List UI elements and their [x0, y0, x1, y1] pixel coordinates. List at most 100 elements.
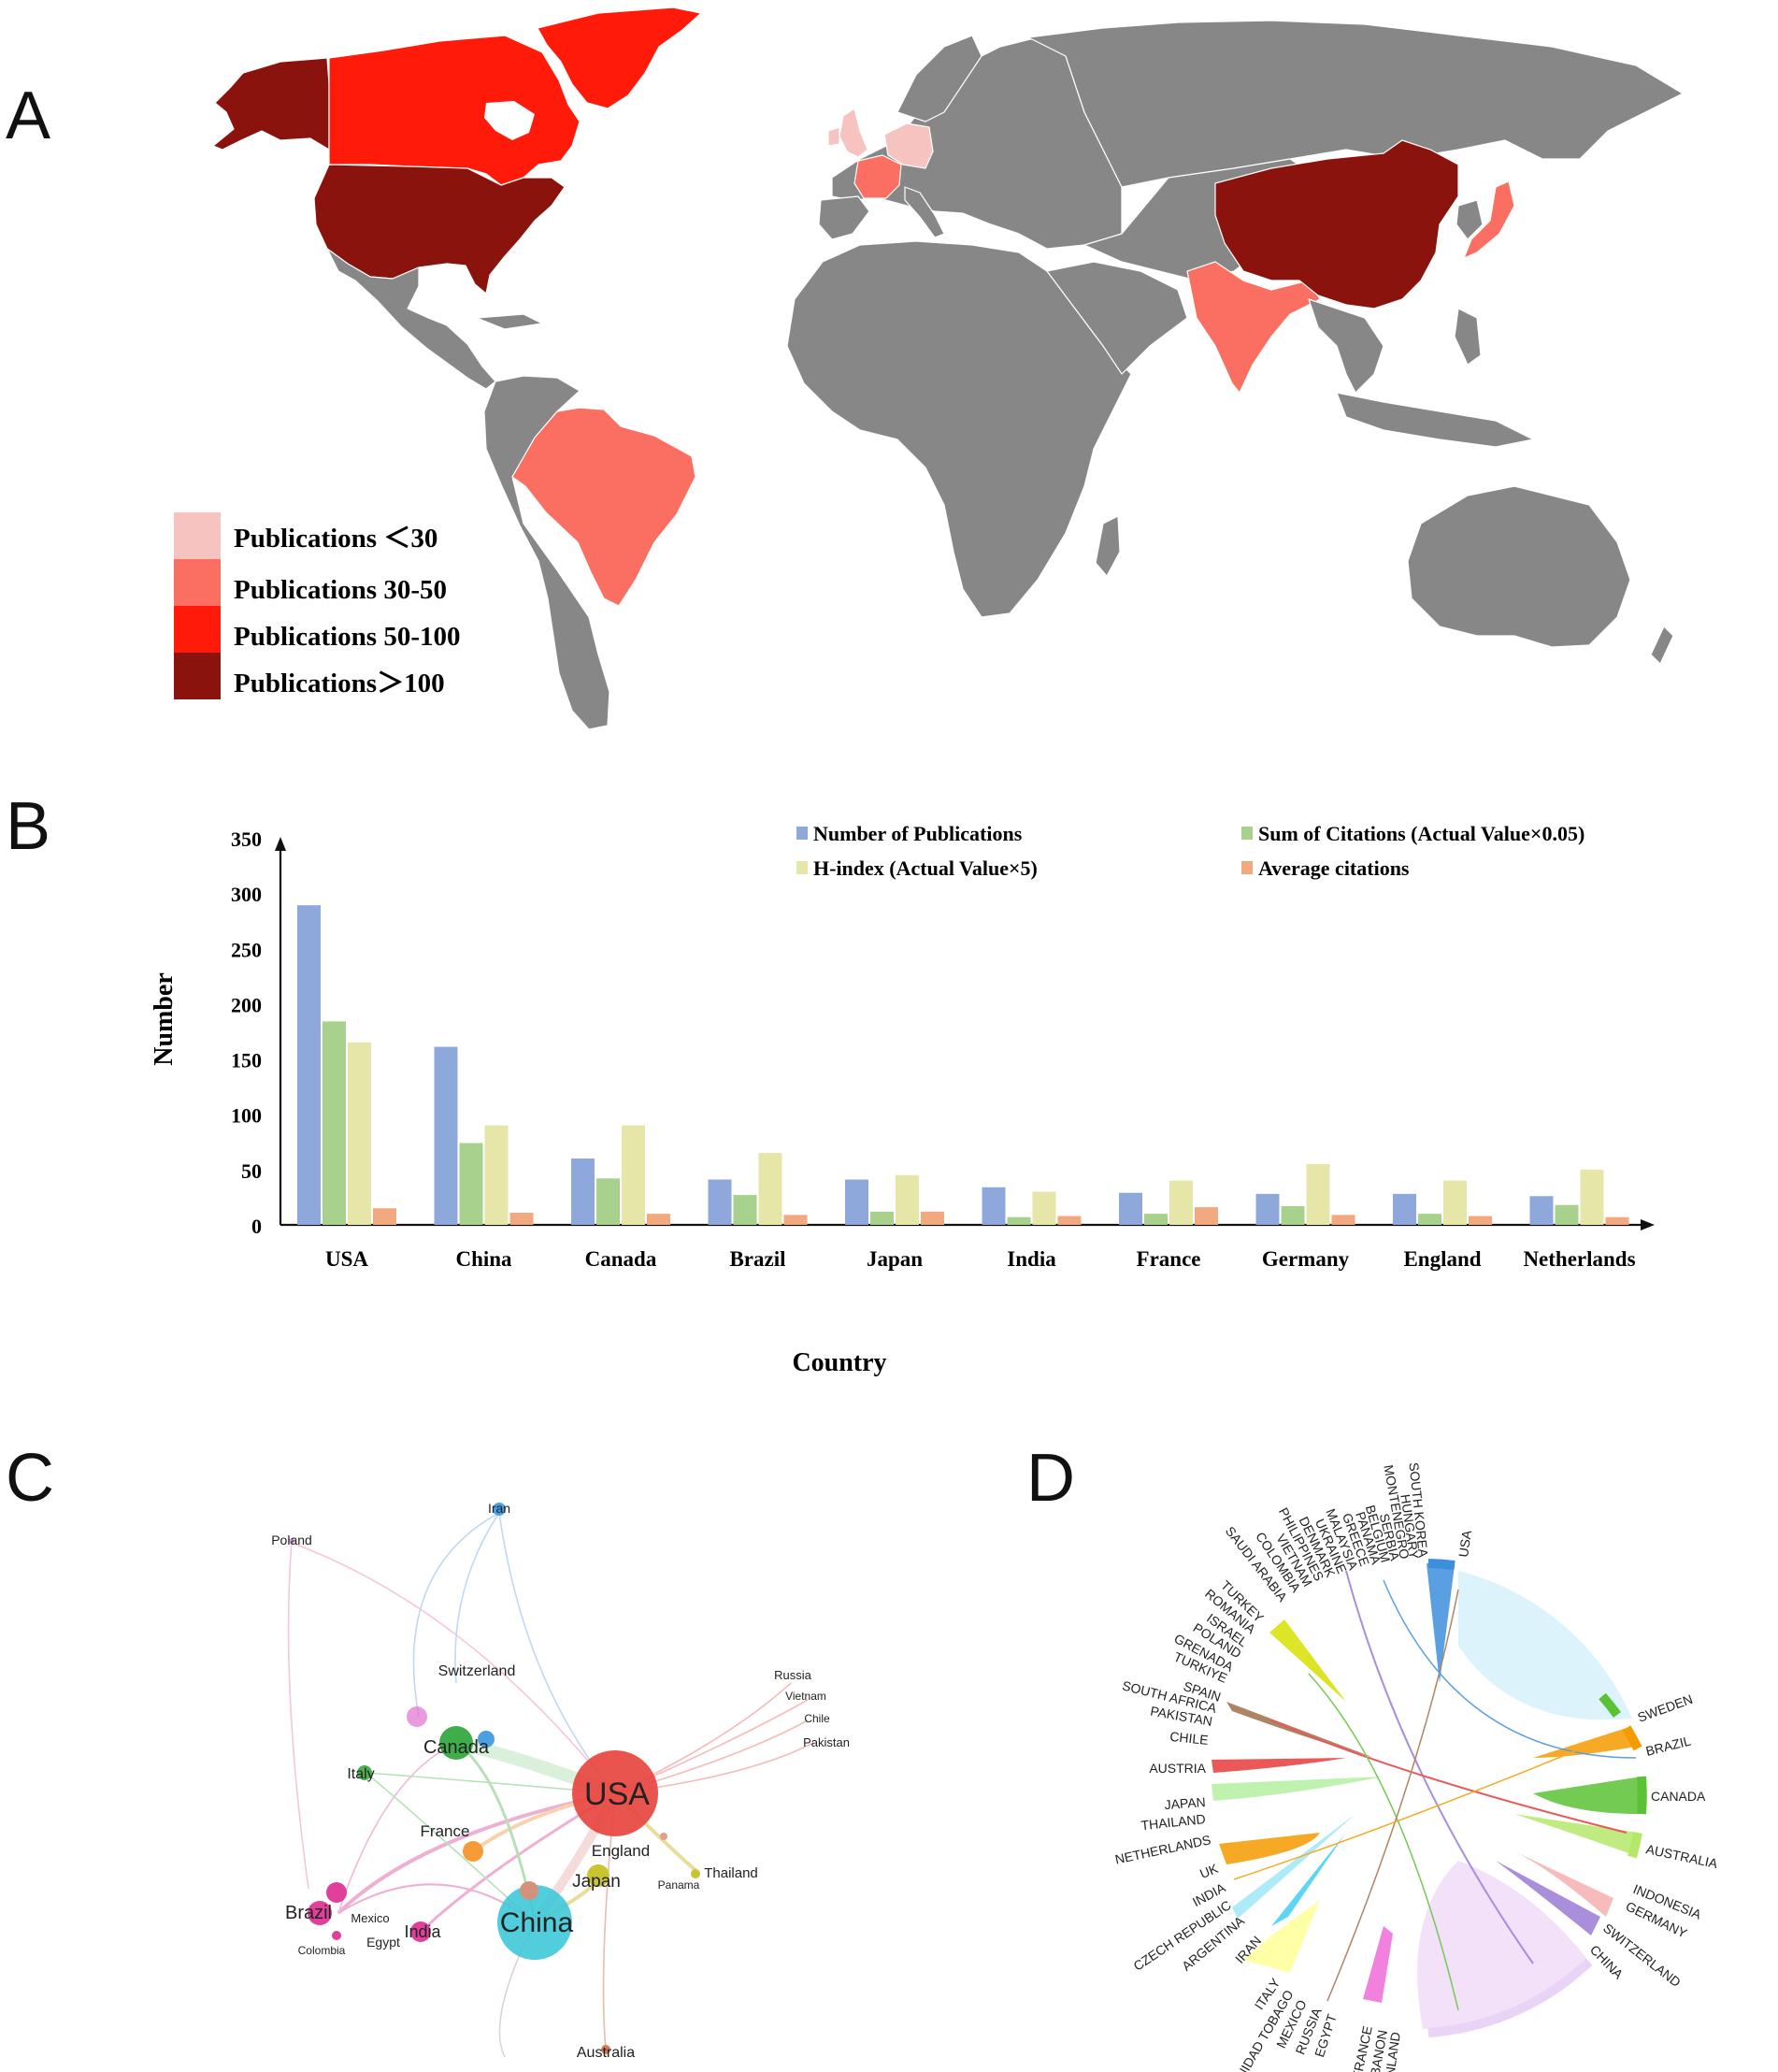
- bar-canada-3: [647, 1214, 670, 1225]
- bar-usa-0: [297, 905, 321, 1225]
- edge: [337, 1742, 457, 1914]
- bar-england-2: [1443, 1180, 1467, 1225]
- label-india: India: [404, 1922, 441, 1941]
- label-china: China: [500, 1907, 574, 1938]
- label-mexico: Mexico: [351, 1911, 389, 1925]
- legend-swatch-2: [174, 559, 221, 606]
- map-philippines: [1454, 308, 1482, 366]
- label-colombia: Colombia: [298, 1944, 346, 1957]
- legend-swatch-publications: [796, 827, 808, 840]
- node-australia[interactable]: [601, 2045, 610, 2054]
- map-italy: [904, 186, 945, 238]
- arc-china: [1427, 1958, 1593, 2037]
- node-canada[interactable]: [439, 1726, 473, 1760]
- label-usa: USA: [584, 1777, 650, 1812]
- y-tick-label: 300: [231, 883, 262, 906]
- label-panama: Panama: [658, 1878, 700, 1892]
- node-china[interactable]: [497, 1885, 572, 1960]
- bar-germany-3: [1331, 1215, 1355, 1225]
- node-india[interactable]: [410, 1921, 431, 1942]
- y-tick-label: 350: [231, 827, 262, 851]
- x-tick-label-japan: Japan: [867, 1247, 923, 1271]
- x-tick-label-england: England: [1403, 1247, 1481, 1271]
- map-japan: [1463, 180, 1515, 259]
- bar-japan-1: [870, 1211, 894, 1225]
- y-tick-label: 150: [231, 1049, 262, 1072]
- ribbon-misc-4: [1326, 1589, 1459, 2002]
- edge: [287, 1542, 309, 1890]
- ribbon-misc-6: [1233, 1729, 1627, 1880]
- world-map: Publications ＜30 Publications 30-50 Publ…: [174, 7, 1684, 730]
- bar-france-2: [1169, 1180, 1193, 1225]
- bar-china-3: [509, 1212, 534, 1225]
- chord-label-netherlands: NETHERLANDS: [1113, 1832, 1212, 1866]
- map-indonesia: [1336, 392, 1534, 448]
- chord-label-brazil: BRAZIL: [1644, 1733, 1693, 1758]
- bar-brazil-3: [783, 1215, 808, 1225]
- edge: [412, 1512, 500, 1718]
- node-thailand[interactable]: [691, 1869, 700, 1878]
- x-tick-label-usa: USA: [325, 1247, 368, 1271]
- x-tick-label-india: India: [1007, 1247, 1056, 1271]
- ribbon-misc-5: [1383, 1579, 1637, 1759]
- chord-label-canada: CANADA: [1651, 1789, 1706, 1804]
- node-brazil[interactable]: [326, 1882, 347, 1903]
- bar-england-1: [1418, 1214, 1441, 1225]
- chord-label-china: CHINA: [1587, 1942, 1627, 1982]
- node-brazil-small[interactable]: [308, 1901, 332, 1925]
- legend-swatch-1: [174, 512, 221, 559]
- arc-sweden: [1599, 1692, 1622, 1718]
- node-usa[interactable]: [572, 1750, 658, 1836]
- ribbon-usa-bar: [1427, 1563, 1455, 1683]
- bar-china-1: [459, 1143, 483, 1225]
- node-italy[interactable]: [357, 1765, 372, 1780]
- node-japan[interactable]: [587, 1864, 609, 1887]
- legend-series-average: Average citations: [1258, 856, 1410, 880]
- label-france: France: [421, 1822, 470, 1840]
- bar-usa-2: [348, 1042, 371, 1225]
- node-england[interactable]: [520, 1881, 538, 1900]
- chord-label-chile: CHILE: [1169, 1729, 1210, 1748]
- node-mexico[interactable]: [332, 1931, 341, 1940]
- map-new-zealand: [1650, 626, 1674, 665]
- y-tick-label: 200: [231, 993, 262, 1016]
- label-egypt: Egypt: [366, 1935, 400, 1950]
- bar-japan-2: [896, 1174, 919, 1225]
- bar-brazil-0: [708, 1179, 732, 1225]
- ribbon-switzerland: [1496, 1861, 1600, 1935]
- x-tick-label-china: China: [455, 1247, 512, 1271]
- panel-label-c: C: [6, 1441, 54, 1516]
- bar-netherlands-1: [1555, 1204, 1579, 1225]
- network-nodes: [289, 1503, 700, 2054]
- node-france[interactable]: [463, 1841, 483, 1862]
- map-madagascar: [1095, 515, 1121, 577]
- node-iran[interactable]: [493, 1503, 506, 1516]
- map-hudson-bay: [484, 101, 535, 140]
- map-greenland: [537, 7, 702, 109]
- label-vietnam: Vietnam: [785, 1690, 826, 1703]
- x-axis-title: Country: [792, 1348, 886, 1377]
- node-switzerland[interactable]: [478, 1731, 495, 1748]
- chord-label-usa: USA: [1455, 1529, 1474, 1558]
- map-china: [1214, 139, 1459, 309]
- label-switzerland: Switzerland: [438, 1663, 516, 1679]
- edge: [364, 1772, 616, 1794]
- label-poland: Poland: [271, 1532, 312, 1547]
- y-axis-arrow: [275, 837, 286, 851]
- bar-india-2: [1032, 1191, 1056, 1225]
- ribbon-austria: [1212, 1758, 1346, 1773]
- node-small[interactable]: [660, 1833, 667, 1840]
- panel-label-a: A: [6, 79, 51, 153]
- node-pink[interactable]: [407, 1706, 427, 1727]
- node-poland[interactable]: [289, 1538, 294, 1544]
- bar-netherlands-0: [1529, 1196, 1554, 1225]
- chord-label-australia: AUSTRALIA: [1644, 1841, 1719, 1871]
- bar-india-3: [1057, 1216, 1082, 1225]
- ribbon-netherlands: [1219, 1833, 1320, 1864]
- label-iran: Iran: [488, 1501, 510, 1516]
- label-canada: Canada: [423, 1737, 490, 1758]
- map-africa: [786, 240, 1132, 618]
- chord-label-austria: AUSTRIA: [1149, 1761, 1206, 1776]
- legend-swatch-average: [1241, 861, 1253, 874]
